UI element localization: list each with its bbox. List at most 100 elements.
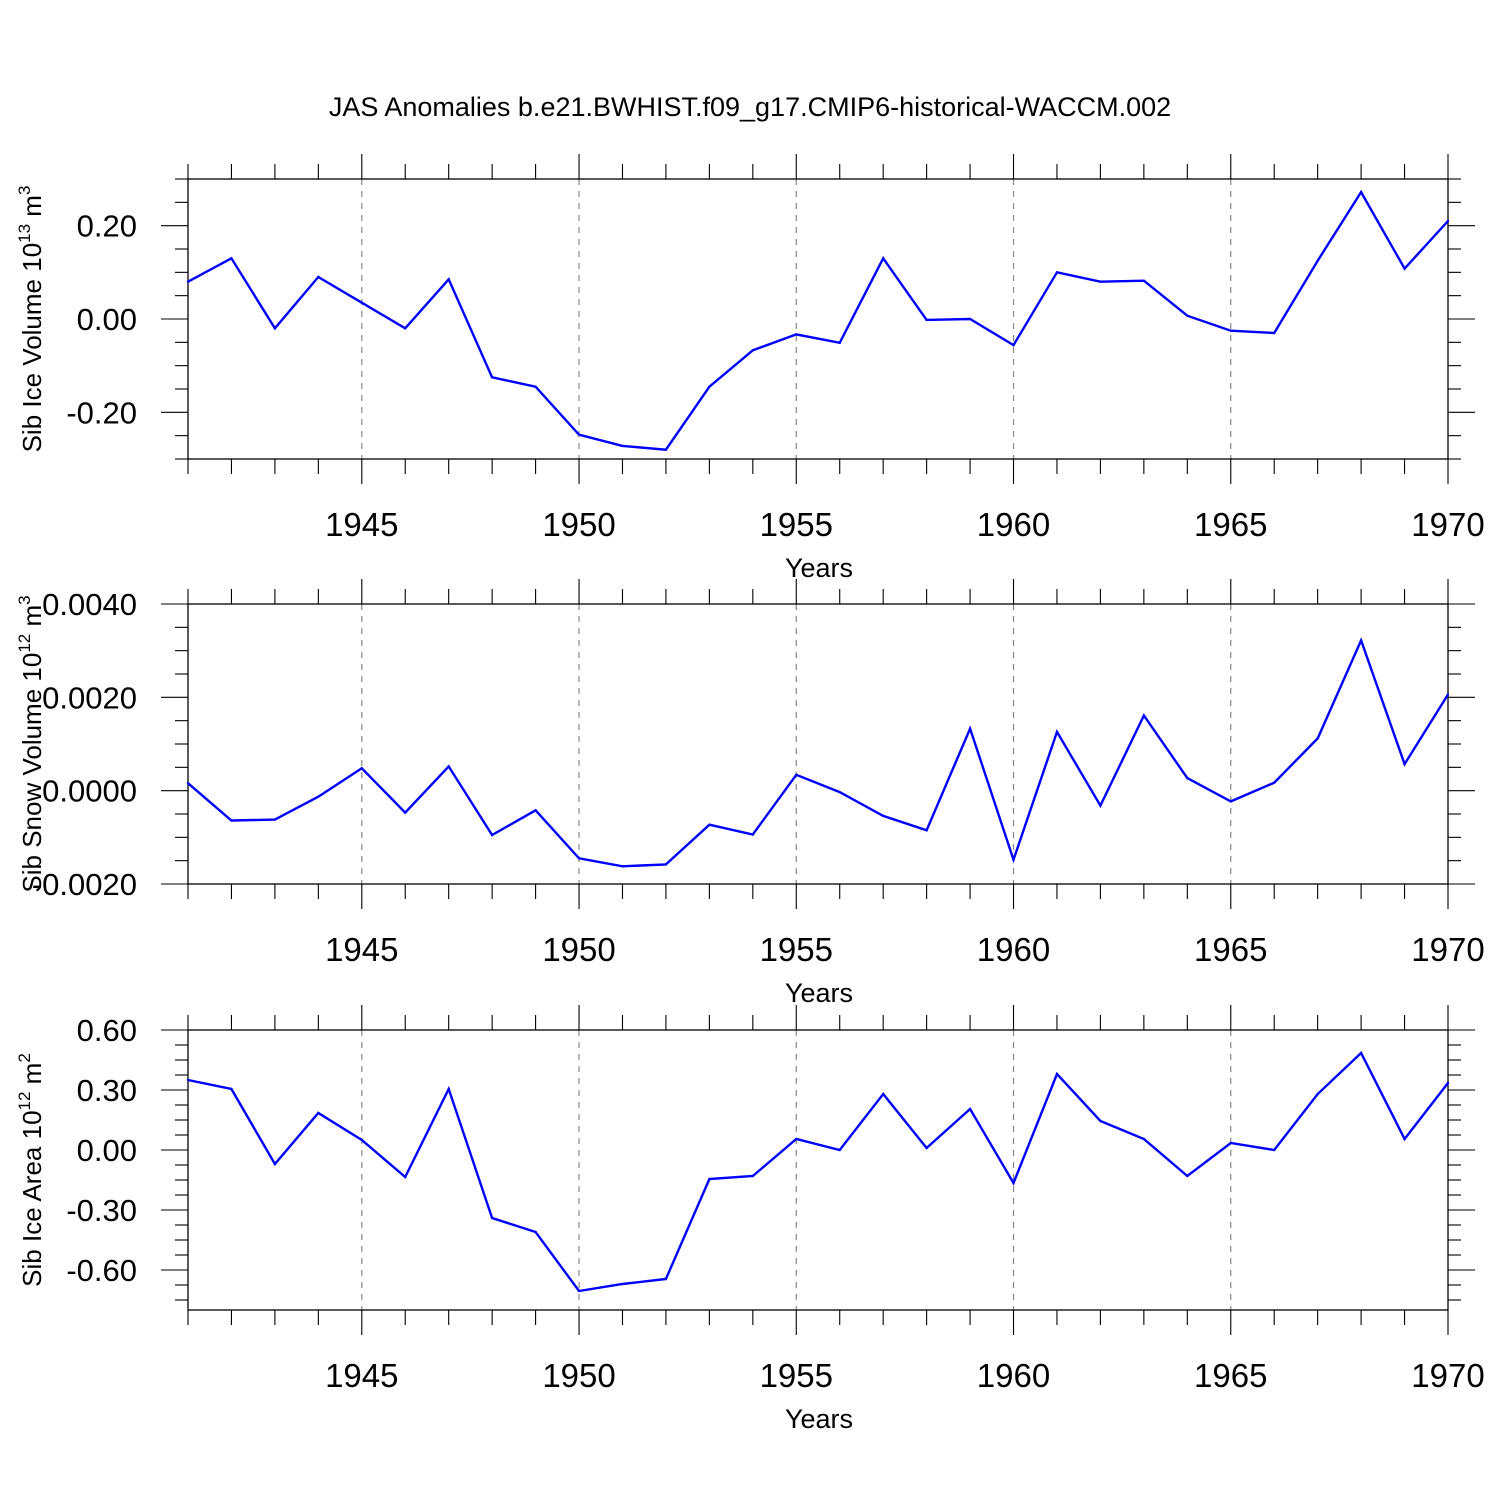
data-point-1941: [186, 280, 190, 283]
x-axis-label: Years: [785, 553, 853, 583]
series-line-sib-ice-area: [187, 1051, 1449, 1293]
data-point-1945: [360, 1138, 363, 1142]
data-point-1955: [795, 773, 798, 776]
y-label-exponent: 13: [15, 224, 34, 243]
panels-group: 1945 1950 1955 1960 1965 1970 Years 0.20 0.00 -0.…: [15, 154, 1485, 1434]
data-point-1966: [1273, 331, 1276, 335]
x-tick-label-1970: 1970: [1411, 1357, 1484, 1394]
data-point-1958: [925, 1146, 928, 1150]
data-point-1952: [664, 1277, 668, 1281]
data-point-1959: [968, 317, 972, 321]
panel-sib-ice-volume: 1945 1950 1955 1960 1965 1970 Years 0.20 0.00 -0.…: [15, 154, 1485, 583]
panel-sib-ice-area: 1945 1950 1955 1960 1965 1970 Years 0.60 0.30 0.0…: [15, 1005, 1485, 1434]
data-point-1968: [1359, 190, 1363, 194]
data-point-1964: [1186, 776, 1189, 780]
y-tick-label-4: -0.60: [66, 1253, 137, 1288]
data-point-1942: [230, 257, 233, 260]
x-tick-label-1945: 1945: [325, 506, 398, 543]
data-point-1969: [1403, 762, 1406, 766]
y-tick-label-2: 0.0000: [42, 774, 137, 809]
data-point-1965: [1229, 1141, 1232, 1145]
data-point-1946: [404, 327, 407, 330]
x-tick-label-1950: 1950: [542, 1357, 615, 1394]
data-point-1967: [1316, 259, 1319, 262]
x-tick-label-1970: 1970: [1411, 931, 1484, 968]
series-line-sib-ice-volume: [187, 189, 1449, 451]
data-point-1947: [447, 278, 450, 281]
y-tick-label-0: 0.0040: [42, 587, 137, 622]
data-point-1944: [317, 275, 320, 279]
data-point-1961: [1055, 1072, 1059, 1076]
data-point-1954: [751, 349, 755, 352]
data-point-1949: [534, 809, 537, 812]
data-point-1954: [751, 1174, 755, 1178]
data-point-1941: [186, 782, 190, 785]
data-point-1956: [838, 790, 841, 794]
data-point-1956: [838, 341, 841, 344]
data-point-1965: [1229, 329, 1232, 332]
y-label-text: Sib Snow Volume 10: [17, 653, 47, 893]
y-label-unit-exponent: 2: [15, 1053, 34, 1062]
data-point-1952: [664, 863, 668, 866]
data-point-1954: [751, 833, 755, 836]
data-point-1969: [1403, 1137, 1406, 1141]
data-point-1969: [1403, 267, 1406, 270]
data-point-1943: [273, 327, 277, 330]
y-axis-label: Sib Ice Area 1012 m2: [15, 1053, 47, 1287]
data-point-1943: [273, 1162, 277, 1166]
data-point-1941: [186, 1078, 190, 1082]
data-point-1961: [1055, 271, 1059, 274]
data-point-1963: [1142, 279, 1146, 282]
data-point-1948: [490, 376, 494, 379]
x-tick-label-1970: 1970: [1411, 506, 1484, 543]
data-point-1970: [1446, 219, 1450, 223]
x-tick-label-1955: 1955: [760, 506, 833, 543]
data-point-1967: [1316, 1092, 1319, 1096]
data-point-1968: [1359, 639, 1363, 642]
data-point-1970: [1446, 1081, 1450, 1085]
data-point-1944: [317, 1111, 320, 1115]
x-tick-label-1965: 1965: [1194, 506, 1267, 543]
x-tick-label-1945: 1945: [325, 931, 398, 968]
data-point-1970: [1446, 693, 1450, 696]
data-point-1951: [621, 865, 624, 868]
x-tick-label-1950: 1950: [542, 506, 615, 543]
y-label-unit: m: [17, 195, 47, 224]
data-point-1962: [1099, 1119, 1102, 1123]
y-tick-label-3: -0.30: [66, 1193, 137, 1228]
data-point-1962: [1099, 804, 1102, 807]
x-tick-label-1950: 1950: [542, 931, 615, 968]
x-axis-label: Years: [785, 1404, 853, 1434]
y-label-unit: m: [17, 1063, 47, 1092]
data-point-1966: [1273, 781, 1276, 784]
data-point-1959: [968, 1107, 972, 1111]
data-point-1957: [881, 1092, 885, 1096]
data-point-1950: [577, 1289, 581, 1293]
x-tick-label-1955: 1955: [760, 931, 833, 968]
data-point-1950: [577, 857, 581, 860]
x-tick-label-1945: 1945: [325, 1357, 398, 1394]
data-point-1946: [404, 811, 407, 814]
data-point-1966: [1273, 1148, 1276, 1152]
y-axis-label: Sib Snow Volume 1012 m3: [15, 595, 47, 892]
plot-frame: [187, 1029, 1449, 1311]
data-point-1953: [708, 1177, 711, 1181]
x-tick-label-1965: 1965: [1194, 1357, 1267, 1394]
series-line-sib-snow-volume: [187, 637, 1450, 868]
data-point-1961: [1055, 730, 1059, 734]
y-tick-label-2: 0.00: [77, 1133, 137, 1168]
data-point-1953: [708, 385, 711, 388]
y-tick-label-1: 0.0020: [42, 680, 137, 715]
data-point-1952: [664, 448, 668, 451]
x-tick-label-1965: 1965: [1194, 931, 1267, 968]
y-label-unit: m: [17, 605, 47, 634]
data-point-1949: [534, 1230, 537, 1234]
data-point-1960: [1012, 1181, 1015, 1185]
data-point-1946: [404, 1175, 407, 1179]
y-label-unit-exponent: 3: [15, 595, 34, 604]
data-point-1964: [1186, 1174, 1189, 1178]
y-tick-label-1: 0.30: [77, 1073, 137, 1108]
data-point-1947: [447, 1087, 450, 1091]
